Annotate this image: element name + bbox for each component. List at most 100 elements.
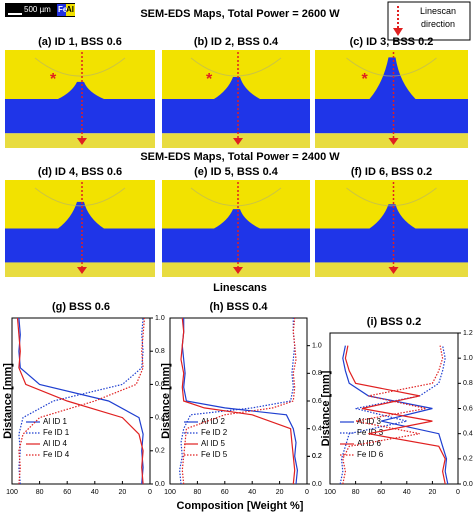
weld-penetration bbox=[214, 76, 260, 99]
fe-layer bbox=[162, 99, 310, 134]
x-tick-label: 20 bbox=[276, 489, 284, 496]
weld-penetration bbox=[58, 81, 104, 99]
title-top: SEM-EDS Maps, Total Power = 2600 W bbox=[140, 8, 340, 20]
weld-outline bbox=[190, 187, 282, 207]
weld-outline bbox=[190, 57, 282, 77]
x-tick-label: 80 bbox=[194, 489, 202, 496]
scale-line bbox=[8, 13, 22, 15]
panel-label: (d) ID 4, BSS 0.6 bbox=[38, 166, 122, 178]
weld-penetration bbox=[369, 204, 416, 229]
y-tick-label: 0.4 bbox=[312, 426, 322, 433]
chart-title: (g) BSS 0.6 bbox=[52, 301, 110, 313]
series-line bbox=[181, 318, 299, 485]
x-tick-label: 0 bbox=[305, 489, 309, 496]
series-line bbox=[18, 317, 146, 485]
linescan-legend-head bbox=[393, 28, 403, 36]
weld-penetration bbox=[369, 57, 416, 99]
x-tick-label: 60 bbox=[377, 489, 385, 496]
y-tick-label: 1.0 bbox=[463, 355, 473, 362]
linescans-title: Linescans bbox=[213, 282, 267, 294]
y-tick-label: 0.2 bbox=[312, 453, 322, 460]
legend-label: Fe ID 5 bbox=[201, 450, 228, 459]
fe-layer bbox=[5, 99, 155, 134]
marker: * bbox=[206, 71, 213, 88]
linescan-head bbox=[388, 138, 399, 145]
fe-layer bbox=[162, 228, 310, 263]
series-line bbox=[344, 345, 446, 485]
y-tick-label: 1.2 bbox=[463, 330, 473, 337]
x-tick-label: 40 bbox=[91, 489, 99, 496]
panel-label: (b) ID 2, BSS 0.4 bbox=[194, 36, 279, 48]
panel-label: (e) ID 5, BSS 0.4 bbox=[194, 166, 279, 178]
legend-label: Fe ID 6 bbox=[357, 450, 384, 459]
y-axis-title: Distance [mm] bbox=[160, 363, 172, 439]
linescan-head bbox=[233, 267, 243, 274]
y-tick-label: 0.4 bbox=[463, 431, 473, 438]
linescan-head bbox=[77, 138, 87, 145]
linescan-head bbox=[233, 138, 243, 145]
x-tick-label: 0 bbox=[456, 489, 460, 496]
x-tick-label: 60 bbox=[63, 489, 71, 496]
x-tick-label: 40 bbox=[248, 489, 256, 496]
y-tick-label: 0.8 bbox=[155, 348, 165, 355]
marker: * bbox=[50, 71, 57, 88]
weld-penetration bbox=[58, 201, 104, 229]
x-tick-label: 20 bbox=[119, 489, 127, 496]
series-line bbox=[181, 317, 297, 485]
x-tick-label: 80 bbox=[36, 489, 44, 496]
y-axis-title: Distance [mm] bbox=[320, 370, 332, 446]
legend-label: Fe ID 2 bbox=[201, 428, 228, 437]
weld-outline bbox=[34, 57, 126, 77]
al-swatch bbox=[66, 4, 75, 16]
plot-frame bbox=[169, 317, 308, 485]
panel-label: (c) ID 3, BSS 0.2 bbox=[350, 36, 434, 48]
fe-layer bbox=[315, 99, 468, 134]
series-line bbox=[342, 345, 449, 485]
x-tick-label: 40 bbox=[403, 489, 411, 496]
y-tick-label: 0.4 bbox=[155, 414, 165, 421]
x-axis-title: Composition [Weight %] bbox=[177, 500, 304, 512]
title-bottom: SEM-EDS Maps, Total Power = 2400 W bbox=[140, 151, 340, 163]
chart-title: (i) BSS 0.2 bbox=[367, 316, 421, 328]
y-tick-label: 0.0 bbox=[463, 481, 473, 488]
series-line bbox=[18, 317, 144, 485]
legend-label: Al ID 5 bbox=[201, 439, 226, 448]
legend-label: Al ID 2 bbox=[201, 417, 226, 426]
scale-bar: 500 µm bbox=[24, 5, 51, 14]
marker: * bbox=[362, 71, 369, 88]
plot-frame bbox=[11, 317, 151, 485]
plot-frame bbox=[329, 332, 459, 485]
fe-layer bbox=[5, 228, 155, 263]
y-tick-label: 0.0 bbox=[312, 481, 322, 488]
legend-label: Fe ID 4 bbox=[43, 450, 70, 459]
legend-label: Al ID 1 bbox=[43, 417, 68, 426]
weld-outline bbox=[346, 187, 437, 207]
y-tick-label: 0.8 bbox=[312, 370, 322, 377]
x-tick-label: 100 bbox=[6, 489, 18, 496]
y-tick-label: 0.2 bbox=[463, 456, 473, 463]
y-tick-label: 1.0 bbox=[155, 315, 165, 322]
linescan-head bbox=[388, 267, 399, 274]
y-tick-label: 0.2 bbox=[155, 448, 165, 455]
x-tick-label: 100 bbox=[164, 489, 176, 496]
linescan-legend-box bbox=[387, 1, 471, 41]
x-tick-label: 80 bbox=[352, 489, 360, 496]
al-label: Al bbox=[66, 5, 74, 14]
linescan-head bbox=[77, 267, 87, 274]
x-tick-label: 20 bbox=[429, 489, 437, 496]
y-tick-label: 0.6 bbox=[155, 381, 165, 388]
fe-layer bbox=[315, 228, 468, 263]
x-tick-label: 60 bbox=[221, 489, 229, 496]
weld-outline bbox=[346, 57, 437, 77]
legend-label: Al ID 3 bbox=[357, 417, 382, 426]
weld-penetration bbox=[214, 209, 260, 229]
series-line bbox=[18, 317, 144, 485]
panel-label: (a) ID 1, BSS 0.6 bbox=[38, 36, 122, 48]
fe-label: Fe bbox=[58, 5, 68, 14]
legend-label: Fe ID 1 bbox=[43, 428, 70, 437]
weld-outline bbox=[34, 187, 126, 207]
chart-title: (h) BSS 0.4 bbox=[209, 301, 268, 313]
legend-label: Fe ID 3 bbox=[357, 428, 384, 437]
y-tick-label: 0.6 bbox=[463, 405, 473, 412]
y-tick-label: 0.8 bbox=[463, 380, 473, 387]
